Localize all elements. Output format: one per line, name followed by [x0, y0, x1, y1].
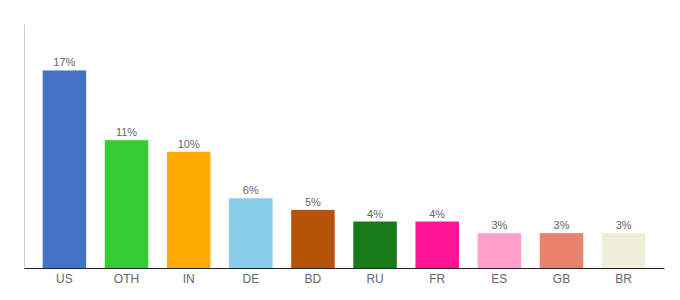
bar	[602, 233, 645, 268]
x-tick-label: BD	[305, 272, 322, 286]
x-tick: OTH	[114, 272, 139, 286]
data-label: 4%	[429, 208, 445, 220]
x-tick: FR	[429, 272, 445, 286]
y-axis-line	[24, 25, 25, 269]
bar	[291, 210, 334, 268]
x-tick-label: US	[56, 272, 73, 286]
data-label: 3%	[491, 219, 507, 231]
bar	[105, 140, 148, 268]
data-label: 10%	[178, 138, 200, 150]
x-tick-label: DE	[242, 272, 259, 286]
bar	[167, 152, 210, 268]
x-tick-label: BR	[615, 272, 632, 286]
x-tick-label: OTH	[114, 272, 139, 286]
bar	[353, 222, 396, 268]
bar	[415, 222, 458, 268]
x-tick: US	[56, 272, 73, 286]
x-axis: US OTH IN DE BD RU FR ES GB BR	[25, 269, 665, 286]
bars	[43, 70, 646, 268]
x-tick-label: ES	[491, 272, 507, 286]
data-label: 5%	[305, 196, 321, 208]
y-axis	[24, 25, 25, 269]
x-tick: BR	[615, 272, 632, 286]
x-axis-line	[25, 268, 665, 269]
data-label: 4%	[367, 208, 383, 220]
x-tick: RU	[366, 272, 383, 286]
data-label: 11%	[116, 126, 137, 138]
bar	[478, 233, 521, 268]
data-label: 3%	[554, 219, 570, 231]
chart: US OTH IN DE BD RU FR ES GB BR 17% 11% 10% 6% 5% 4% 4% 3%…	[0, 0, 680, 300]
x-tick-label: RU	[366, 272, 383, 286]
x-tick-label: GB	[553, 272, 570, 286]
x-tick: BD	[305, 272, 322, 286]
x-tick: ES	[491, 272, 507, 286]
x-tick-label: IN	[183, 272, 195, 286]
data-labels: 17% 11% 10% 6% 5% 4% 4% 3% 3% 3%	[53, 56, 631, 231]
bar	[229, 198, 272, 268]
x-tick: IN	[183, 272, 195, 286]
x-tick: DE	[242, 272, 259, 286]
data-label: 6%	[243, 184, 259, 196]
bar	[540, 233, 583, 268]
data-label: 3%	[616, 219, 632, 231]
data-label: 17%	[53, 56, 75, 68]
bar	[43, 70, 86, 268]
x-tick: GB	[553, 272, 570, 286]
x-tick-label: FR	[429, 272, 445, 286]
plot: US OTH IN DE BD RU FR ES GB BR 17% 11% 10% 6% 5% 4% 4% 3%…	[25, 25, 665, 286]
